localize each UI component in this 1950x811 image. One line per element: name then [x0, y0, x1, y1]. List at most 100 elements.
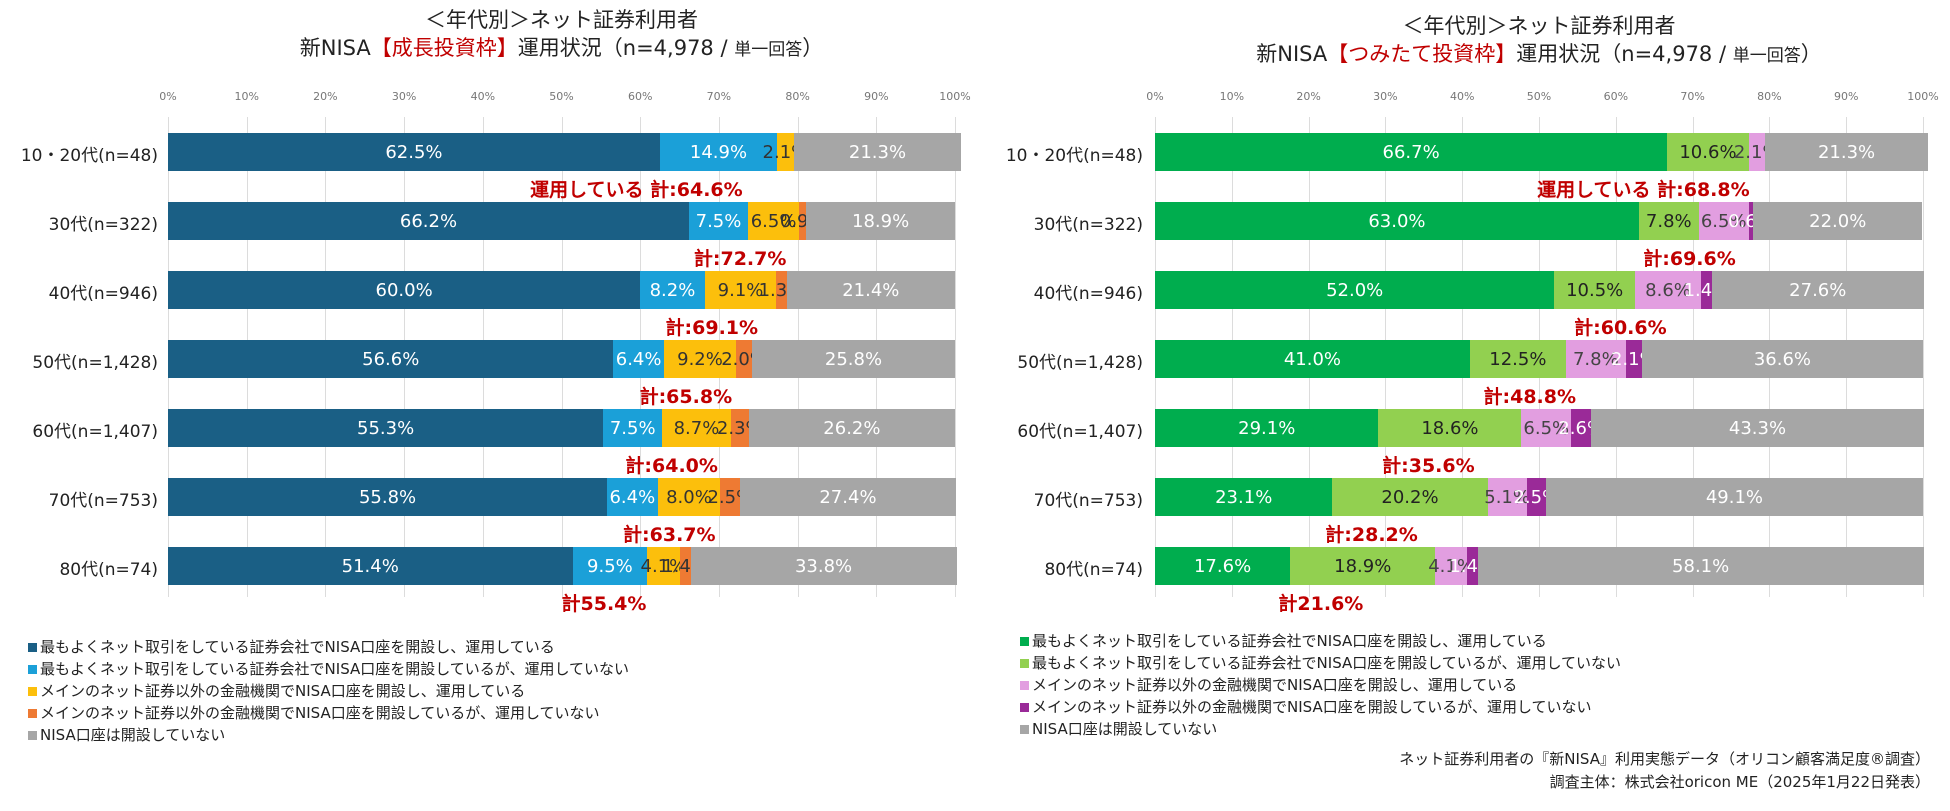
data-label: 9.5% [587, 555, 633, 577]
bar-segment: 8.2% [640, 271, 705, 309]
data-label: 18.9% [1334, 555, 1392, 577]
data-label: 63.0% [1368, 210, 1426, 232]
bar-segment: 2.5% [1513, 478, 1559, 516]
data-label: 7.5% [695, 210, 742, 232]
bar-segment: 56.6% [168, 340, 614, 378]
total-label: 計:35.6% [1382, 455, 1475, 477]
bar-segment: 9.1% [704, 271, 777, 309]
x-tick-label: 40% [1449, 90, 1475, 103]
total-label: 計:48.8% [1483, 386, 1577, 408]
data-label: 4.1% [1428, 555, 1474, 577]
chart-title: ＜年代別＞ネット証券利用者 新NISA【成長投資枠】運用状況（n=4,978 /… [168, 6, 955, 64]
bar-segment: 51.4% [168, 547, 573, 585]
bar-segment: 5.1% [1484, 478, 1530, 516]
bar-segment: 14.9% [659, 133, 778, 171]
data-label: 6.5% [1700, 210, 1747, 232]
bar-segment: 55.8% [168, 478, 608, 516]
bar-segment: 8.7% [662, 409, 731, 447]
x-tick-label: 20% [313, 90, 338, 103]
total-label: 計:28.2% [1325, 524, 1418, 546]
total-label: 計21.6% [1278, 593, 1364, 615]
data-label: 55.3% [357, 417, 415, 439]
data-label: 4.1% [640, 555, 687, 577]
bar-segment: 52.0% [1155, 271, 1555, 309]
x-tick-label: 10% [1219, 90, 1245, 103]
title-highlight: 【つみたて投資枠】 [1327, 42, 1517, 66]
data-label: 66.7% [1382, 141, 1440, 163]
data-label: 21.3% [1817, 141, 1876, 163]
growth-investment-chart: ＜年代別＞ネット証券利用者 新NISA【成長投資枠】運用状況（n=4,978 /… [21, 6, 971, 744]
bar-segment: 2.1% [1734, 133, 1780, 171]
chart-title-line1: ＜年代別＞ネット証券利用者 [425, 8, 698, 32]
data-label: 49.1% [1705, 486, 1764, 508]
data-label: 18.9% [852, 210, 910, 232]
total-label: 計:69.6% [1643, 248, 1736, 270]
bar-segment: 18.9% [1290, 547, 1436, 585]
bar-segment: 36.6% [1641, 340, 1923, 378]
x-tick-label: 30% [1373, 90, 1398, 103]
bar-segment: 58.1% [1477, 547, 1924, 585]
data-label: 18.6% [1421, 417, 1479, 439]
data-label: 14.9% [689, 141, 748, 163]
data-label: 62.5% [385, 141, 443, 163]
x-tick-label: 70% [1680, 90, 1705, 103]
total-label: 計:69.1% [665, 317, 759, 339]
x-tick-label: 60% [627, 90, 653, 103]
legend-item: 最もよくネット取引をしている証券会社でNISA口座を開設し、運用している [1020, 630, 1621, 652]
bar-segment: 9.2% [663, 340, 737, 378]
data-label: 6.5% [1523, 417, 1570, 439]
x-tick-label: 80% [785, 90, 810, 103]
data-label: 7.8% [1572, 348, 1619, 370]
total-label: 計:63.7% [623, 524, 716, 546]
x-tick-label: 60% [1603, 90, 1629, 103]
bar-segment: 33.8% [690, 547, 957, 585]
bar-segment: 6.4% [607, 478, 658, 516]
bar-segment: 6.4% [613, 340, 664, 378]
bar-segment: 27.4% [740, 478, 956, 516]
data-label: 12.5% [1489, 348, 1547, 370]
x-tick-label: 40% [470, 90, 496, 103]
data-label: 10.5% [1566, 279, 1624, 301]
source-line1: ネット証券利用者の『新NISA』利用実態データ（オリコン顧客満足度®調査） [1399, 750, 1930, 768]
legend-item: メインのネット証券以外の金融機関でNISA口座を開設しているが、運用していない [28, 702, 629, 724]
category-label: 30代(n=322) [48, 215, 158, 235]
bar-segment: 6.5% [1521, 409, 1572, 447]
data-label: 58.1% [1672, 555, 1730, 577]
data-label: 60.0% [375, 279, 433, 301]
data-label: 51.4% [341, 555, 399, 577]
legend-item: メインのネット証券以外の金融機関でNISA口座を開設し、運用している [28, 680, 629, 702]
legend-swatch [28, 686, 37, 696]
data-label: 8.0% [666, 486, 712, 508]
data-label: 41.0% [1283, 348, 1342, 370]
x-tick-label: 70% [706, 90, 732, 103]
data-label: 10.6% [1679, 141, 1737, 163]
legend-label: メインのネット証券以外の金融機関でNISA口座を開設しているが、運用していない [40, 704, 600, 722]
category-label: 50代(n=1,428) [1017, 353, 1143, 373]
legend-label: メインのネット証券以外の金融機関でNISA口座を開設しているが、運用していない [1032, 698, 1592, 716]
data-label: 52.0% [1326, 279, 1384, 301]
data-label: 26.2% [823, 417, 881, 439]
category-label: 60代(n=1,407) [32, 422, 158, 442]
data-label: 33.8% [794, 555, 853, 577]
data-label: 17.6% [1193, 555, 1252, 577]
bar-segment: 62.5% [168, 133, 660, 171]
x-tick-label: 10% [234, 90, 259, 103]
bar-segment: 17.6% [1155, 547, 1291, 585]
legend-swatch [28, 708, 37, 718]
bar-segment: 7.5% [688, 202, 748, 240]
legend-item: 最もよくネット取引をしている証券会社でNISA口座を開設しているが、運用していな… [1020, 652, 1621, 674]
source-line2: 調査主体：株式会社oricon ME（2025年1月22日発表） [1549, 773, 1930, 791]
bar-segment: 27.6% [1711, 271, 1924, 309]
bar-segment: 4.1% [641, 547, 686, 585]
data-label: 23.1% [1215, 486, 1273, 508]
legend-swatch [1020, 680, 1029, 690]
x-tick-label: 90% [1833, 90, 1859, 103]
bar-segment: 9.5% [572, 547, 648, 585]
data-label: 36.6% [1753, 348, 1812, 370]
x-tick-label: 30% [391, 90, 417, 103]
source-note: ネット証券利用者の『新NISA』利用実態データ（オリコン顧客満足度®調査） 調査… [1399, 748, 1930, 794]
data-label: 27.6% [1789, 279, 1847, 301]
data-label: 8.2% [649, 279, 696, 301]
total-label: 計:65.8% [639, 386, 733, 408]
x-tick-label: 100% [939, 90, 971, 103]
